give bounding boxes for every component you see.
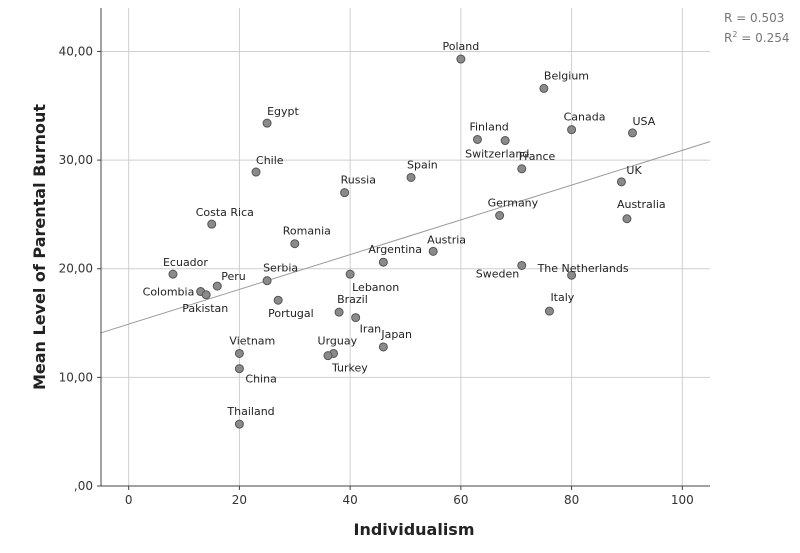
point-label: Costa Rica bbox=[196, 206, 254, 219]
point-label: Egypt bbox=[267, 105, 299, 118]
r-squared-prefix: R bbox=[724, 31, 732, 45]
point-label: Germany bbox=[488, 196, 539, 209]
point-label: Turkey bbox=[331, 362, 368, 375]
point-label: Pakistan bbox=[182, 302, 228, 315]
point-label: Japan bbox=[380, 328, 412, 341]
point-label: France bbox=[519, 150, 556, 163]
y-tick-label: 30,00 bbox=[59, 153, 93, 167]
point-label: Romania bbox=[283, 225, 331, 238]
point-label: Spain bbox=[407, 158, 438, 171]
data-point bbox=[234, 419, 244, 429]
data-point bbox=[622, 214, 632, 224]
x-axis-title: Individualism bbox=[354, 520, 475, 539]
data-point bbox=[345, 269, 355, 279]
point-label: Russia bbox=[341, 174, 376, 187]
data-point bbox=[168, 269, 178, 279]
y-axis-title: Mean Level of Parental Burnout bbox=[30, 104, 49, 390]
point-label: Austria bbox=[427, 233, 466, 246]
point-label: Urguay bbox=[318, 334, 358, 347]
point-label: Finland bbox=[469, 120, 508, 133]
plot-frame bbox=[97, 8, 710, 490]
data-point bbox=[262, 276, 272, 286]
data-point bbox=[323, 351, 333, 361]
point-label: Lebanon bbox=[352, 281, 399, 294]
data-point bbox=[627, 128, 637, 138]
point-label: Peru bbox=[221, 270, 246, 283]
data-point bbox=[234, 364, 244, 374]
y-tick-label: 10,00 bbox=[59, 370, 93, 384]
y-tick-label: ,00 bbox=[74, 479, 93, 493]
r-squared-value: R2 = 0.254 bbox=[724, 30, 789, 45]
point-label: The Netherlands bbox=[537, 262, 629, 275]
point-label: Vietnam bbox=[229, 334, 275, 347]
point-label: Portugal bbox=[268, 307, 314, 320]
data-point bbox=[616, 177, 626, 187]
data-point bbox=[251, 167, 261, 177]
y-tick-label: 20,00 bbox=[59, 262, 93, 276]
data-point bbox=[234, 348, 244, 358]
point-labels: Poland Belgium Egypt Canada USA Finland Switze… bbox=[143, 40, 666, 418]
data-point bbox=[351, 313, 361, 323]
point-label: Australia bbox=[617, 198, 666, 211]
data-point bbox=[262, 118, 272, 128]
data-point bbox=[567, 270, 577, 280]
data-points bbox=[168, 54, 637, 429]
point-label: Serbia bbox=[263, 262, 298, 275]
point-label: Italy bbox=[550, 291, 574, 304]
point-label: UK bbox=[626, 164, 642, 177]
data-point bbox=[334, 307, 344, 317]
data-point bbox=[517, 164, 527, 174]
x-tick-label: 20 bbox=[232, 493, 247, 507]
data-point bbox=[456, 54, 466, 64]
point-label: Chile bbox=[256, 154, 284, 167]
data-point bbox=[500, 136, 510, 146]
point-label: Canada bbox=[564, 111, 606, 124]
data-point bbox=[544, 306, 554, 316]
data-point bbox=[201, 290, 211, 300]
data-point bbox=[378, 257, 388, 267]
x-tick-labels: 0 20 40 60 80 100 bbox=[125, 493, 694, 507]
data-point bbox=[517, 260, 527, 270]
x-tick-label: 100 bbox=[671, 493, 694, 507]
y-tick-labels: ,00 10,00 20,00 30,00 40,00 bbox=[59, 44, 93, 493]
data-point bbox=[472, 134, 482, 144]
data-point bbox=[567, 125, 577, 135]
data-point bbox=[207, 219, 217, 229]
point-label: Colombia bbox=[143, 286, 195, 299]
data-point bbox=[378, 342, 388, 352]
point-label: Belgium bbox=[544, 69, 589, 82]
x-tick-label: 60 bbox=[453, 493, 468, 507]
point-label: Thailand bbox=[226, 405, 274, 418]
point-label: Brazil bbox=[337, 293, 368, 306]
point-label: Poland bbox=[442, 40, 479, 53]
x-tick-label: 0 bbox=[125, 493, 133, 507]
data-point bbox=[406, 172, 416, 182]
point-label: Argentina bbox=[368, 243, 422, 256]
point-label: Sweden bbox=[476, 267, 519, 280]
data-point bbox=[273, 295, 283, 305]
x-tick-label: 40 bbox=[342, 493, 357, 507]
data-point bbox=[495, 210, 505, 220]
x-tick-label: 80 bbox=[564, 493, 579, 507]
data-point bbox=[290, 239, 300, 249]
point-label: Iran bbox=[360, 323, 382, 336]
r-squared-superscript: 2 bbox=[732, 30, 737, 39]
data-point bbox=[428, 246, 438, 256]
data-point bbox=[212, 281, 222, 291]
data-point bbox=[539, 83, 549, 93]
point-label: USA bbox=[632, 115, 655, 128]
point-label: Ecuador bbox=[163, 256, 208, 269]
point-label: China bbox=[245, 373, 276, 386]
regression-line bbox=[100, 141, 711, 334]
y-tick-label: 40,00 bbox=[59, 44, 93, 58]
r-squared-suffix: = 0.254 bbox=[737, 31, 789, 45]
point-label: Switzerland bbox=[465, 148, 529, 161]
data-point bbox=[340, 188, 350, 198]
r-value: R = 0.503 bbox=[724, 11, 784, 25]
